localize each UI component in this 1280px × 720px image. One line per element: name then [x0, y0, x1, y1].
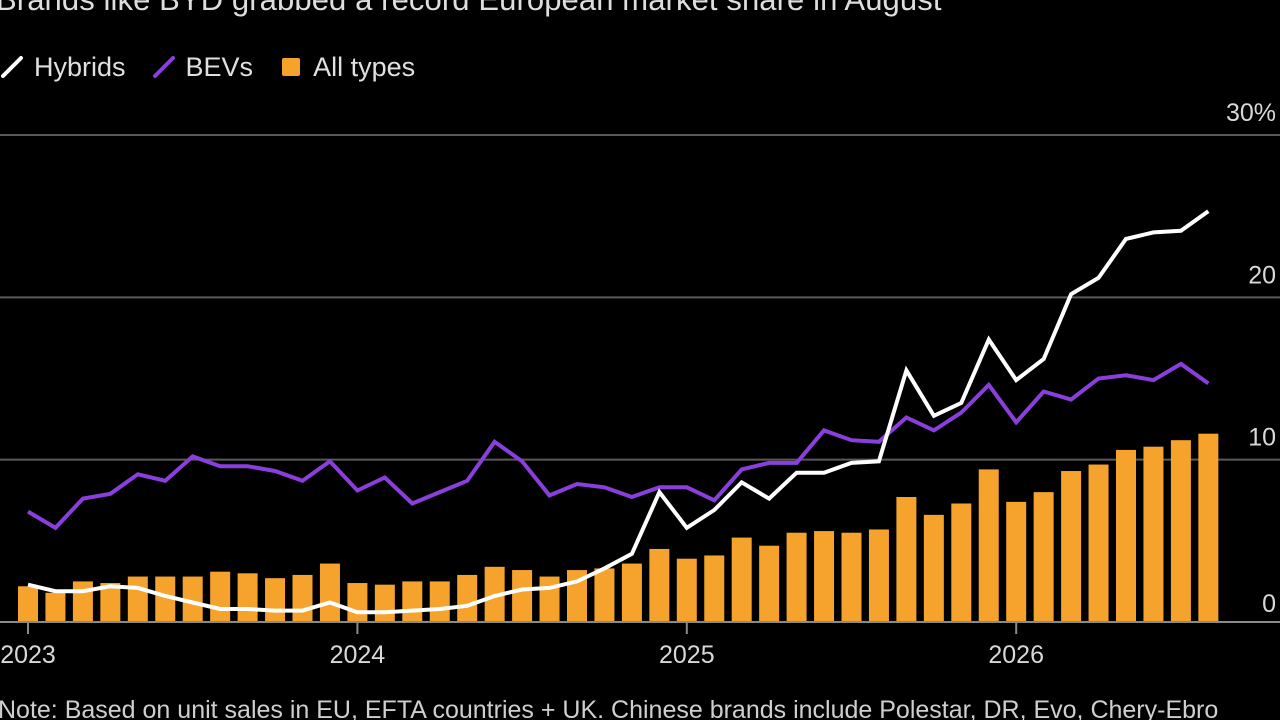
footnote: Note: Based on unit sales in EU, EFTA co… — [0, 696, 1219, 720]
bar-all-types — [676, 558, 697, 622]
bar-all-types — [978, 469, 999, 622]
x-tick-label: 2024 — [330, 641, 386, 669]
bar-all-types — [868, 529, 889, 622]
bar-all-types — [621, 563, 642, 622]
bar-all-types — [923, 514, 944, 622]
x-tick-label: 2026 — [988, 641, 1044, 669]
bar-all-types — [347, 583, 368, 622]
bar-all-types — [182, 576, 203, 622]
y-tick-label: 0 — [1262, 590, 1276, 618]
y-tick-label: 20 — [1248, 261, 1276, 289]
series-line-hybrids — [27, 209, 1210, 615]
series-line-bevs — [26, 361, 1210, 531]
bar-all-types — [127, 576, 148, 622]
x-tick-label: 2023 — [0, 641, 56, 669]
bar-all-types — [457, 574, 478, 622]
legend-line-marker-bevs — [152, 56, 175, 78]
legend-label-hybrids: Hybrids — [34, 51, 126, 82]
chart-title: Brands like BYD grabbed a record Europea… — [0, 0, 942, 18]
bar-all-types — [1170, 440, 1191, 622]
bar-all-types — [759, 545, 780, 622]
bar-all-types — [814, 531, 835, 622]
bar-all-types — [100, 583, 121, 622]
bar-all-types — [512, 570, 533, 622]
y-tick-label: 30% — [1226, 99, 1276, 127]
bar-all-types — [292, 574, 313, 622]
legend-line-marker-hybrids — [1, 56, 23, 78]
bar-all-types — [704, 555, 725, 622]
legend-square-marker-all-types — [282, 58, 301, 76]
legend-item-all-types: All types — [279, 52, 415, 83]
bar-all-types — [841, 532, 862, 622]
bar-all-types — [374, 584, 395, 622]
bar-all-types — [951, 503, 972, 622]
legend-item-bevs: BEVs — [152, 51, 254, 83]
legend-item-hybrids: Hybrids — [0, 52, 126, 83]
bar-all-types — [265, 578, 286, 622]
bar-all-types — [1006, 501, 1027, 622]
legend: Hybrids BEVs All types — [0, 50, 441, 84]
bar-all-types — [402, 581, 423, 622]
bar-all-types — [429, 581, 450, 622]
bar-all-types — [45, 592, 66, 622]
bar-all-types — [237, 573, 258, 622]
bar-all-types — [155, 576, 176, 622]
bar-all-types — [1088, 464, 1109, 622]
bar-all-types — [1061, 471, 1082, 622]
bar-all-types — [786, 532, 807, 622]
legend-label-bevs: BEVs — [185, 51, 254, 82]
bar-all-types — [210, 571, 231, 622]
bar-all-types — [72, 581, 93, 622]
bar-all-types — [649, 548, 670, 622]
bar-all-types — [319, 563, 340, 622]
x-tick-label: 2025 — [659, 641, 715, 669]
bar-all-types — [18, 586, 38, 622]
y-tick-label: 10 — [1248, 424, 1276, 452]
bar-all-types — [1143, 446, 1164, 622]
legend-label-all-types: All types — [313, 51, 416, 82]
bar-all-types — [1198, 433, 1219, 622]
bar-all-types — [1033, 492, 1054, 622]
bar-all-types — [1116, 449, 1136, 622]
bar-all-types — [539, 576, 560, 622]
bar-all-types — [594, 568, 615, 622]
bar-all-types — [731, 537, 752, 622]
bar-all-types — [896, 497, 917, 622]
